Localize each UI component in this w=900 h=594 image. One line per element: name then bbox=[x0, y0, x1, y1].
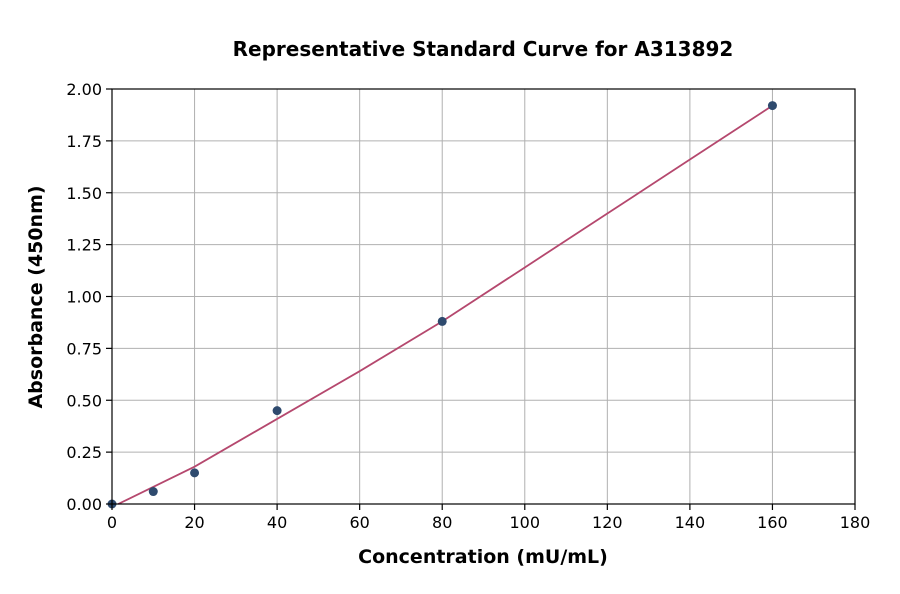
x-tick-label: 40 bbox=[267, 513, 287, 532]
fit-curve-layer bbox=[117, 104, 773, 505]
y-tick-label: 2.00 bbox=[66, 80, 102, 99]
data-point bbox=[272, 406, 282, 416]
x-tick-label: 160 bbox=[757, 513, 788, 532]
y-tick-label: 0.00 bbox=[66, 495, 102, 514]
y-tick-label: 1.25 bbox=[66, 236, 102, 255]
y-axis-ticks: 0.00 0.25 0.50 0.75 1.00 1.25 1.50 1.75 2.00 bbox=[66, 80, 112, 514]
y-tick-label: 0.50 bbox=[66, 391, 102, 410]
x-axis-label: Concentration (mU/mL) bbox=[358, 546, 608, 568]
x-tick-label: 60 bbox=[349, 513, 369, 532]
data-point bbox=[767, 101, 777, 111]
y-axis-label: Absorbance (450nm) bbox=[25, 185, 47, 408]
grid-lines bbox=[111, 88, 856, 505]
x-tick-label: 140 bbox=[675, 513, 706, 532]
y-tick-label: 1.00 bbox=[66, 288, 102, 307]
data-points-layer bbox=[107, 101, 777, 509]
fit-curve-line bbox=[117, 104, 773, 505]
data-point bbox=[148, 487, 158, 497]
x-tick-label: 0 bbox=[107, 513, 117, 532]
data-point bbox=[437, 316, 447, 326]
x-tick-label: 100 bbox=[510, 513, 541, 532]
x-tick-label: 120 bbox=[592, 513, 623, 532]
x-tick-label: 20 bbox=[184, 513, 204, 532]
y-tick-label: 0.75 bbox=[66, 339, 102, 358]
x-tick-label: 80 bbox=[432, 513, 452, 532]
y-tick-label: 1.75 bbox=[66, 132, 102, 151]
x-axis-ticks: 0 20 40 60 80 100 120 140 160 180 bbox=[107, 504, 870, 532]
x-tick-label: 180 bbox=[840, 513, 871, 532]
y-tick-label: 1.50 bbox=[66, 184, 102, 203]
y-tick-label: 0.25 bbox=[66, 443, 102, 462]
data-point bbox=[190, 468, 200, 478]
chart-title: Representative Standard Curve for A31389… bbox=[233, 37, 734, 61]
